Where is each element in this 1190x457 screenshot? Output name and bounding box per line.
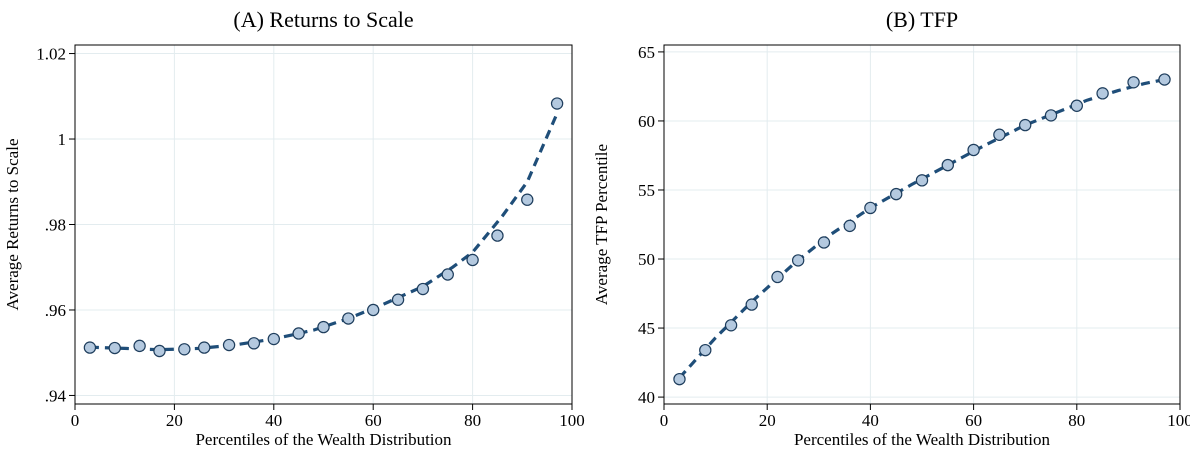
x-tick-label: 100 xyxy=(1167,411,1190,430)
data-point xyxy=(1127,76,1140,89)
chart-title: (A) Returns to Scale xyxy=(233,7,413,32)
x-tick-label: 60 xyxy=(965,411,982,430)
panel-tfp: 0 20 40 60 80 100 40 45 50 55 60 65 (B) TFP Percentil… xyxy=(592,7,1190,449)
data-point xyxy=(292,327,305,340)
y-tick-label: 50 xyxy=(638,250,655,269)
y-tick-label: 40 xyxy=(638,388,655,407)
data-point xyxy=(993,128,1006,141)
data-point xyxy=(466,253,479,267)
data-point xyxy=(83,341,97,354)
data-point xyxy=(491,229,504,242)
data-point xyxy=(133,339,146,353)
data-point xyxy=(198,341,211,354)
data-point xyxy=(1044,109,1058,122)
data-point xyxy=(317,320,330,334)
data-point xyxy=(673,372,686,386)
x-tick-label: 0 xyxy=(660,411,669,430)
data-point xyxy=(441,268,454,281)
x-tick-label: 100 xyxy=(559,411,585,430)
data-point xyxy=(864,201,877,215)
x-tick-label: 20 xyxy=(166,411,183,430)
y-tick-label: .94 xyxy=(45,386,67,405)
data-point xyxy=(771,270,784,284)
data-point xyxy=(267,332,280,346)
data-point xyxy=(915,174,929,187)
data-point xyxy=(521,193,534,206)
data-point xyxy=(247,337,261,350)
x-tick-label: 20 xyxy=(759,411,776,430)
x-tick-label: 40 xyxy=(265,411,282,430)
data-point xyxy=(416,282,430,296)
data-point xyxy=(222,338,236,352)
data-point xyxy=(724,319,738,332)
fitted-line xyxy=(678,77,1165,379)
panel-returns-to-scale: 0 20 40 60 80 100 .94 .96 .98 1 1.02 (A) Returns to… xyxy=(3,7,585,449)
y-tick-label: 1.02 xyxy=(36,45,66,64)
data-point xyxy=(1018,118,1032,132)
y-axis-label: Average Returns to Scale xyxy=(3,139,22,311)
data-point xyxy=(1070,99,1084,112)
data-point xyxy=(108,341,121,355)
data-point xyxy=(817,236,831,249)
fitted-line xyxy=(89,112,559,352)
data-point xyxy=(791,254,805,267)
data-point xyxy=(367,303,380,317)
data-point xyxy=(843,219,856,233)
data-point xyxy=(745,298,758,311)
y-axis-label: Average TFP Percentile xyxy=(592,144,611,305)
data-point xyxy=(550,97,564,110)
data-point xyxy=(890,187,903,201)
x-axis-label: Percentiles of the Wealth Distribution xyxy=(794,430,1051,449)
plot-frame xyxy=(663,44,1181,405)
data-point xyxy=(967,143,980,157)
x-tick-label: 60 xyxy=(365,411,382,430)
data-point xyxy=(178,343,191,356)
y-tick-label: 60 xyxy=(638,112,655,131)
chart-title: (B) TFP xyxy=(886,7,958,32)
y-tick-label: 55 xyxy=(638,181,655,200)
x-axis-label: Percentiles of the Wealth Distribution xyxy=(195,430,452,449)
y-tick-label: 65 xyxy=(638,43,655,62)
x-tick-label: 80 xyxy=(1068,411,1085,430)
data-point xyxy=(941,158,955,172)
data-point xyxy=(1158,73,1171,86)
x-tick-label: 80 xyxy=(464,411,481,430)
data-point xyxy=(153,344,166,358)
data-point xyxy=(699,343,712,357)
y-tick-label: 45 xyxy=(638,319,655,338)
data-point xyxy=(391,293,405,306)
y-tick-label: .98 xyxy=(45,216,66,235)
data-point xyxy=(1096,87,1109,100)
y-tick-label: .96 xyxy=(45,301,66,320)
x-tick-label: 40 xyxy=(862,411,879,430)
x-tick-label: 0 xyxy=(71,411,80,430)
y-tick-label: 1 xyxy=(58,130,67,149)
data-point xyxy=(342,312,355,325)
